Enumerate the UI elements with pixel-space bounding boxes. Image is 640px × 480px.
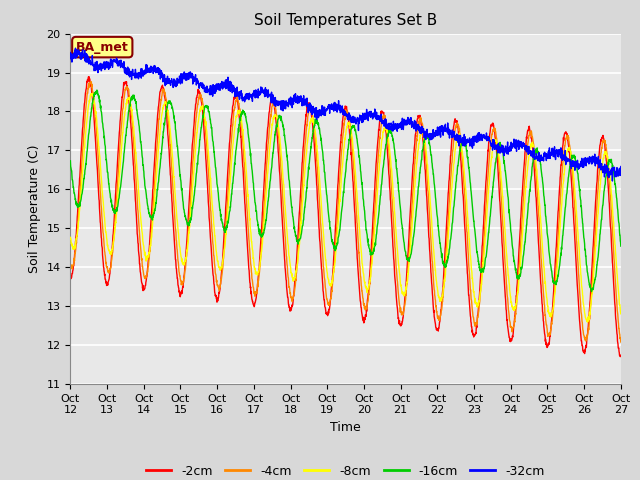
Y-axis label: Soil Temperature (C): Soil Temperature (C) — [28, 144, 41, 273]
Text: BA_met: BA_met — [76, 41, 129, 54]
Title: Soil Temperatures Set B: Soil Temperatures Set B — [254, 13, 437, 28]
X-axis label: Time: Time — [330, 421, 361, 434]
Legend: -2cm, -4cm, -8cm, -16cm, -32cm: -2cm, -4cm, -8cm, -16cm, -32cm — [141, 460, 550, 480]
